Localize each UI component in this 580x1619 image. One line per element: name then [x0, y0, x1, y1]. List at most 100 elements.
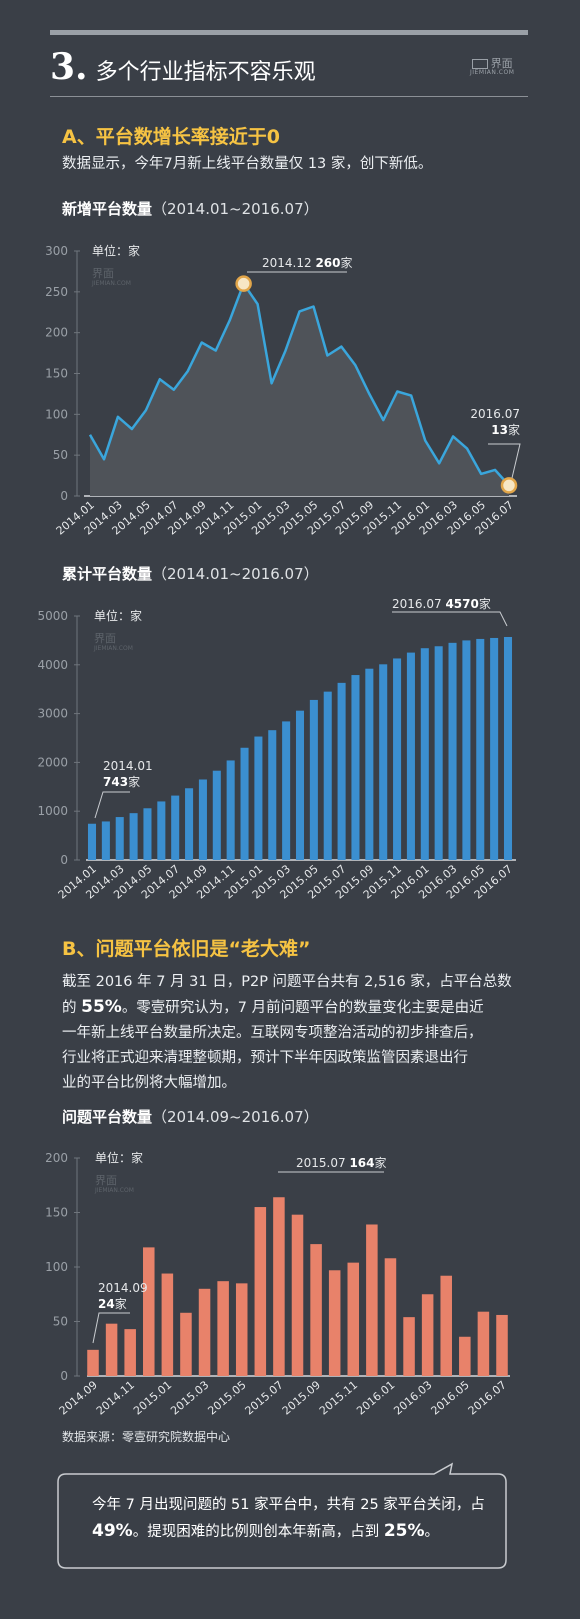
watermark-logo-en: JIEMIAN.COM: [93, 645, 133, 652]
bar: [254, 1207, 267, 1376]
bar: [254, 736, 263, 860]
bar: [420, 648, 429, 860]
annotation-label: 2015.07 164家: [296, 1155, 387, 1170]
part-a-text: 数据显示，今年7月新上线平台数量仅 13 家，创下新低。: [62, 156, 433, 172]
x-tick-label: 2016.05: [429, 1378, 472, 1417]
unit-label: 单位：家: [94, 608, 142, 623]
y-tick-label: 150: [45, 367, 68, 381]
bar: [384, 1258, 397, 1376]
x-tick-label: 2016.01: [354, 1378, 397, 1417]
bar: [87, 823, 97, 860]
annotation-label: 2014.09 24家: [98, 1281, 148, 1311]
annotation-label: 2014.01 743家: [103, 759, 153, 789]
bar: [440, 1275, 452, 1376]
annotation-label: 2016.07 13家: [470, 407, 520, 437]
bar: [462, 640, 471, 860]
annotation-leader: [488, 443, 521, 479]
chart3-title: 问题平台数量（2014.09~2016.07）: [62, 1108, 319, 1126]
annotation-marker: [500, 477, 518, 494]
bar: [115, 817, 124, 860]
y-tick-label: 5000: [37, 609, 68, 623]
watermark-logo: 界面: [92, 267, 114, 280]
bar: [101, 821, 110, 860]
x-tick-label: 2016.03: [391, 1378, 434, 1417]
y-tick-label: 2000: [37, 755, 68, 769]
x-tick-label: 2016.07: [466, 1378, 509, 1417]
x-tick-label: 2015.07: [243, 1378, 286, 1417]
y-tick-label: 50: [53, 1315, 68, 1329]
y-tick-label: 200: [45, 1151, 68, 1165]
part-b-text: 截至 2016 年 7 月 31 日，P2P 问题平台共有 2,516 家，占平…: [62, 974, 512, 1091]
bar: [226, 760, 235, 860]
bar: [291, 1214, 304, 1376]
bar: [366, 1224, 378, 1376]
bar: [143, 808, 152, 860]
bar: [240, 747, 249, 860]
bar: [351, 675, 360, 860]
y-tick-label: 100: [45, 1260, 68, 1274]
bar: [393, 658, 402, 860]
y-tick-label: 0: [60, 1369, 68, 1383]
series-line: [88, 282, 510, 487]
bar: [143, 1247, 155, 1376]
x-tick-label: 2015.09: [280, 1378, 323, 1417]
bar: [235, 1283, 248, 1376]
section-heading: 多个行业指标不容乐观: [95, 60, 316, 85]
bar: [347, 1262, 360, 1376]
y-tick-label: 300: [45, 244, 68, 258]
logo-icon: [471, 59, 488, 69]
bar: [157, 801, 166, 860]
bar: [448, 642, 457, 860]
area-fill: [90, 283, 509, 496]
bar: [212, 770, 221, 860]
section-rule: [50, 96, 528, 97]
annotation-leader: [94, 791, 130, 819]
x-tick-label: 2015.11: [317, 1378, 360, 1417]
chart2-title: 累计平台数量（2014.01~2016.07）: [62, 565, 319, 583]
bar: [198, 1288, 211, 1376]
summary-callout: 今年 7 月出现问题的 51 家平台中，共有 25 家平台关闭，占 49%。提现…: [54, 1462, 510, 1572]
watermark-logo: 界面: [95, 1174, 117, 1187]
bar: [87, 1349, 99, 1376]
section-number: 3.: [50, 46, 88, 88]
x-tick-label: 2015.05: [205, 1378, 248, 1417]
bar: [217, 1281, 229, 1376]
bar: [282, 721, 291, 860]
bar: [503, 636, 513, 860]
bar: [310, 1244, 322, 1376]
watermark-logo: 界面: [94, 632, 116, 645]
bar: [328, 1270, 341, 1376]
watermark-logo-en: JIEMIAN.COM: [94, 1187, 134, 1194]
y-tick-label: 1000: [37, 804, 68, 818]
y-tick-label: 0: [60, 489, 68, 503]
x-tick-label: 2015.01: [131, 1378, 174, 1417]
bar: [379, 664, 388, 860]
bar: [476, 638, 485, 860]
bar: [161, 1273, 174, 1376]
data-source: 数据来源：零壹研究院数据中心: [62, 1430, 231, 1444]
jiemian-logo: 界面 JIEMIAN.COM: [470, 57, 515, 77]
bar: [403, 1317, 415, 1376]
bar: [185, 788, 194, 860]
chart1-title: 新增平台数量（2014.01~2016.07）: [62, 200, 319, 218]
part-a-heading: A、平台数增长率接近于0: [62, 126, 280, 148]
y-tick-label: 4000: [37, 658, 68, 672]
y-tick-label: 3000: [37, 707, 68, 721]
top-rule: [50, 30, 528, 35]
y-tick-label: 200: [45, 326, 68, 340]
bar: [171, 795, 180, 860]
bar: [421, 1294, 434, 1376]
annotation-marker: [235, 275, 252, 292]
bar: [105, 1323, 118, 1376]
bar: [459, 1336, 471, 1376]
bar: [434, 646, 443, 860]
annotation-label: 2016.07 4570家: [392, 596, 491, 611]
bar: [180, 1312, 192, 1376]
bar: [309, 699, 318, 860]
bar: [268, 730, 277, 860]
unit-label: 单位：家: [95, 1150, 143, 1165]
bar: [496, 1314, 508, 1376]
bar: [273, 1197, 285, 1376]
